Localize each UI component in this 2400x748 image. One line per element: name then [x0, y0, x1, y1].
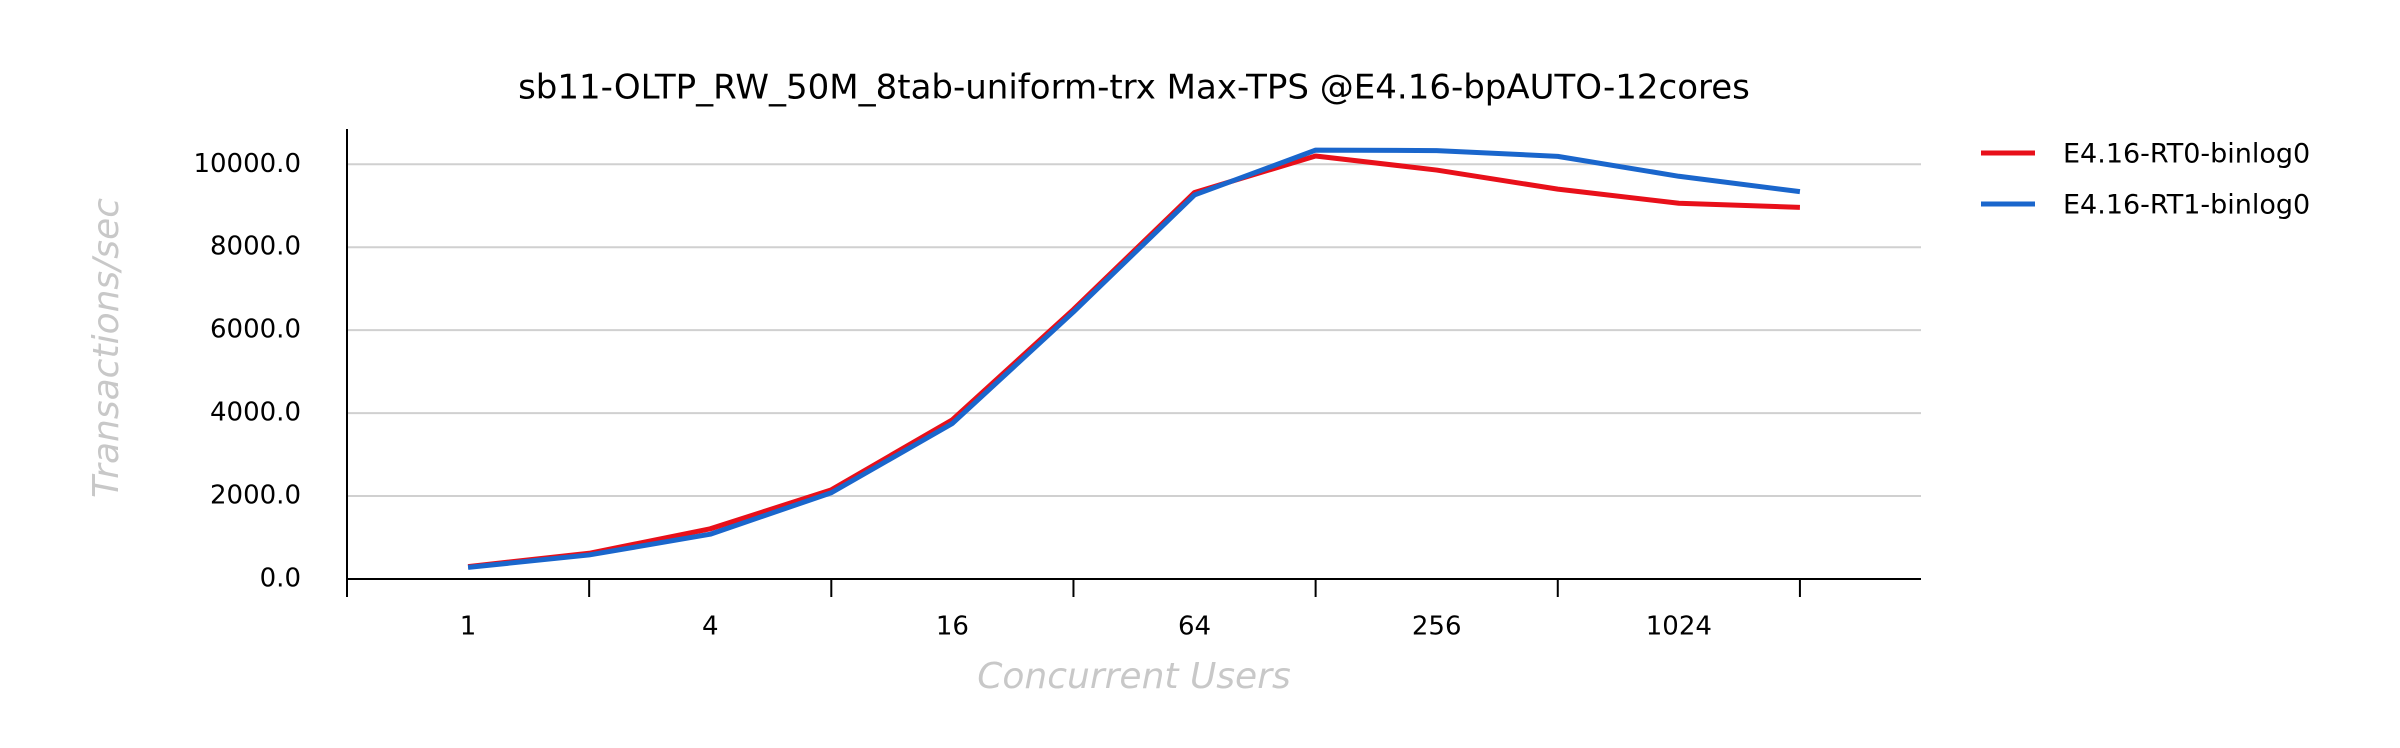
legend-label: E4.16-RT0-binlog0 [2063, 139, 2310, 170]
legend-label: E4.16-RT1-binlog0 [2063, 190, 2310, 221]
y-tick-label: 10000.0 [193, 149, 301, 179]
chart-title: sb11-OLTP_RW_50M_8tab-uniform-trx Max-TP… [518, 68, 1750, 108]
y-axis-label: Transactions/sec [86, 198, 127, 498]
x-tick-label: 1 [460, 612, 477, 642]
x-axis-label: Concurrent Users [977, 656, 1291, 697]
x-tick-label: 64 [1178, 612, 1211, 642]
x-tick-label: 1024 [1646, 612, 1712, 642]
y-tick-label: 0.0 [260, 564, 301, 594]
y-tick-label: 2000.0 [210, 481, 301, 511]
x-tick-label: 256 [1412, 612, 1462, 642]
y-tick-label: 4000.0 [210, 398, 301, 428]
x-tick-label: 16 [936, 612, 969, 642]
series-line [467, 147, 1801, 570]
y-tick-label: 6000.0 [210, 315, 301, 345]
x-tick-label: 4 [702, 612, 719, 642]
series-line [467, 153, 1801, 570]
y-tick-label: 8000.0 [210, 232, 301, 262]
